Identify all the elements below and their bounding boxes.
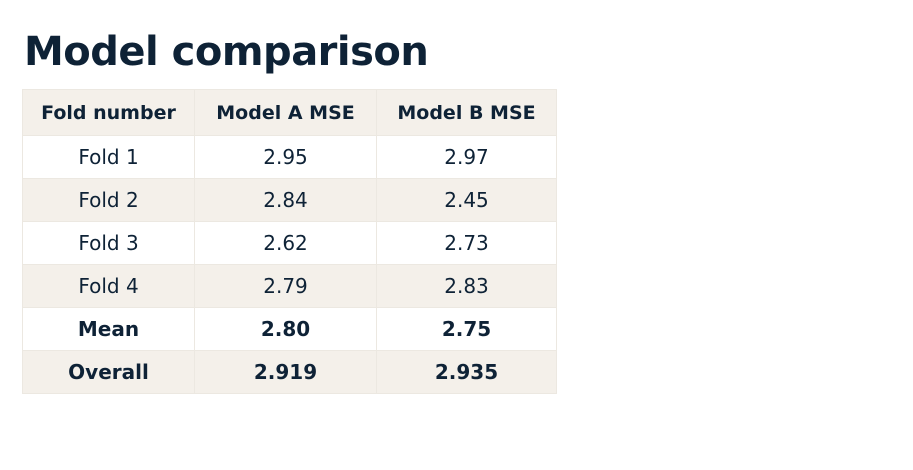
table-row: Fold 3 2.62 2.73 (22, 221, 557, 265)
model-a-mse-cell: 2.62 (194, 221, 377, 265)
table-row: Fold 1 2.95 2.97 (22, 135, 557, 179)
model-a-mean-cell: 2.80 (194, 307, 377, 351)
fold-cell: Fold 1 (22, 135, 195, 179)
fold-cell: Fold 2 (22, 178, 195, 222)
model-a-mse-cell: 2.95 (194, 135, 377, 179)
column-header-model-a-mse: Model A MSE (194, 89, 377, 136)
model-b-mse-cell: 2.83 (376, 264, 557, 308)
model-b-mse-cell: 2.45 (376, 178, 557, 222)
column-header-model-b-mse: Model B MSE (376, 89, 557, 136)
model-a-mse-cell: 2.84 (194, 178, 377, 222)
fold-cell: Fold 3 (22, 221, 195, 265)
fold-cell: Fold 4 (22, 264, 195, 308)
column-header-fold-number: Fold number (22, 89, 195, 136)
model-b-mean-cell: 2.75 (376, 307, 557, 351)
model-b-overall-cell: 2.935 (376, 350, 557, 394)
mean-row: Mean 2.80 2.75 (22, 307, 557, 351)
overall-row: Overall 2.919 2.935 (22, 350, 557, 394)
page-title: Model comparison (24, 29, 429, 75)
model-a-mse-cell: 2.79 (194, 264, 377, 308)
model-a-overall-cell: 2.919 (194, 350, 377, 394)
mean-label-cell: Mean (22, 307, 195, 351)
overall-label-cell: Overall (22, 350, 195, 394)
model-comparison-table: Fold number Model A MSE Model B MSE Fold… (22, 89, 557, 394)
model-b-mse-cell: 2.73 (376, 221, 557, 265)
table-row: Fold 4 2.79 2.83 (22, 264, 557, 308)
model-b-mse-cell: 2.97 (376, 135, 557, 179)
table-row: Fold 2 2.84 2.45 (22, 178, 557, 222)
table-header-row: Fold number Model A MSE Model B MSE (22, 89, 557, 136)
